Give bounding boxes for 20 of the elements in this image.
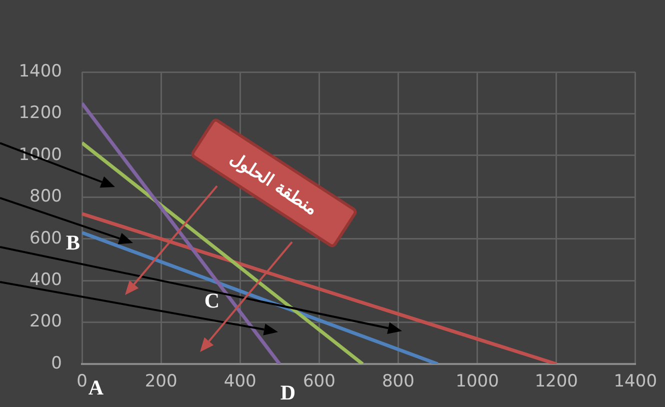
x-tick-label: 200 [144,372,178,392]
annotation: C [204,288,220,312]
y-tick-label: 200 [30,312,62,332]
x-tick-label: 800 [382,372,414,392]
x-tick-label: 1400 [614,372,657,392]
y-tick-label: 1200 [18,103,62,124]
text: D [280,380,296,404]
y-tick-label: 400 [30,270,62,290]
y-tick-label: 0 [51,353,62,374]
y-tick-label: 800 [30,186,62,207]
y-tick-label: 600 [30,228,62,248]
x-tick-label: 1200 [534,372,578,392]
text: A [88,376,104,400]
y-tick-label: 1400 [18,61,62,82]
x-tick-label: 600 [302,372,336,392]
x-tick-label: 0 [76,372,88,392]
x-tick-label: 400 [224,372,256,392]
text: B [66,230,80,254]
note-box: منطقة الحلول [189,116,359,250]
x-tick-label: 1000 [456,372,499,392]
